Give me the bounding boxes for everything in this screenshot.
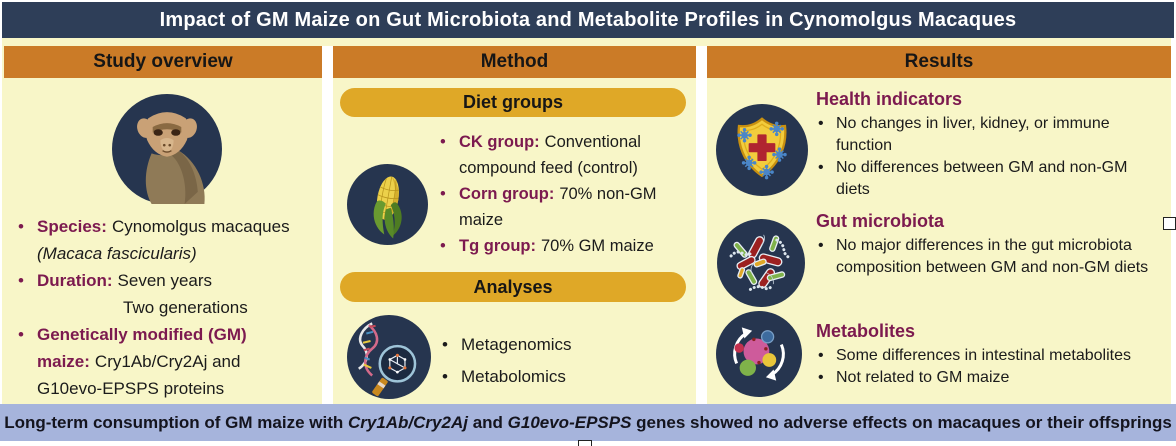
species-label: Species: (37, 217, 107, 236)
corn-group-value: 70% non-GM maize (459, 185, 657, 229)
diet-groups-label: Diet groups (462, 92, 563, 112)
bacteria-icon (717, 219, 805, 307)
health-bullet-1: No changes in liver, kidney, or immune f… (836, 115, 1110, 154)
health-indicators-title: Health indicators (816, 89, 963, 109)
list-item: • Some differences in intestinal metabol… (818, 345, 1174, 367)
summary-bar: Long-term consumption of GM maize with C… (0, 404, 1176, 441)
page-title: Impact of GM Maize on Gut Microbiota and… (159, 8, 1017, 31)
analysis-metagenomics: Metagenomics (461, 335, 572, 354)
results-header-label: Results (904, 51, 974, 72)
list-item: • No major differences in the gut microb… (818, 235, 1154, 279)
duration-label: Duration: (37, 271, 113, 290)
metabolites-title: Metabolites (816, 321, 916, 341)
analyses-label: Analyses (473, 276, 553, 297)
gene-name-epsps: G10evo-EPSPS (507, 412, 632, 432)
title-bar: Impact of GM Maize on Gut Microbiota and… (2, 2, 1174, 38)
summary-segment: and (467, 412, 508, 432)
bullet-icon: • (818, 369, 824, 386)
gm-maize-value-line3: G10evo-EPSPS proteins (37, 379, 225, 398)
column-divider (322, 46, 333, 404)
bullet-icon: • (442, 335, 448, 354)
study-overview-list: • Species: Cynomolgus macaques (Macaca fa… (18, 213, 320, 402)
results-column-header: Results (707, 46, 1171, 78)
list-item: • Tg group: 70% GM maize (440, 233, 672, 259)
tg-group-value: 70% GM maize (540, 237, 654, 255)
list-item: • Genetically modified (GM) (18, 321, 320, 348)
species-latin-name: (Macaca fascicularis) (37, 244, 197, 263)
health-indicators-list: • No changes in liver, kidney, or immune… (818, 113, 1162, 201)
bullet-icon: • (18, 271, 24, 290)
metabolites-bullet-2: Not related to GM maize (836, 369, 1010, 386)
list-item: • Duration: Seven years (18, 267, 320, 294)
study-column-header: Study overview (4, 46, 322, 78)
list-item: • Corn group: 70% non-GM maize (440, 181, 672, 233)
bullet-icon: • (818, 347, 824, 364)
list-item: • CK group: Conventional compound feed (c… (440, 129, 672, 181)
duration-value: Seven years (117, 271, 213, 290)
study-header-label: Study overview (93, 51, 233, 72)
bullet-icon: • (440, 237, 446, 255)
list-item: • No changes in liver, kidney, or immune… (818, 113, 1162, 157)
gene-name-cry: Cry1Ab/Cry2Aj (347, 412, 468, 432)
method-header-label: Method (480, 51, 549, 72)
gut-bullet-1: No major differences in the gut microbio… (836, 237, 1149, 276)
gut-microbiota-title: Gut microbiota (816, 211, 945, 231)
analyses-list: • Metagenomics • Metabolomics (442, 329, 652, 393)
gm-maize-label-line1: Genetically modified (GM) (37, 325, 247, 344)
summary-text: Long-term consumption of GM maize with C… (4, 413, 1172, 433)
gm-maize-value: Cry1Ab/Cry2Aj and (94, 352, 241, 371)
summary-segment: genes showed no adverse effects on macaq… (631, 412, 1172, 432)
shield-cross-icon (716, 104, 808, 196)
bullet-icon: • (18, 325, 24, 344)
bullet-icon: • (440, 133, 446, 151)
bullet-icon: • (818, 115, 824, 132)
list-item: • Not related to GM maize (818, 367, 1174, 389)
tg-group-label: Tg group: (459, 237, 536, 255)
bullet-icon: • (818, 159, 824, 176)
metabolites-bullet-1: Some differences in intestinal metabolit… (836, 347, 1131, 364)
ck-group-value: Conventional compound feed (control) (459, 133, 641, 177)
analyses-heading: Analyses (340, 272, 686, 302)
corn-group-label: Corn group: (459, 185, 555, 203)
metabolites-list: • Some differences in intestinal metabol… (818, 345, 1174, 389)
diet-groups-list: • CK group: Conventional compound feed (c… (440, 129, 672, 259)
gut-microbiota-list: • No major differences in the gut microb… (818, 235, 1154, 279)
selection-handle[interactable] (578, 440, 592, 446)
column-divider (696, 46, 707, 404)
list-item: • Metabolomics (442, 361, 652, 393)
monkey-icon (112, 94, 222, 204)
method-column-header: Method (333, 46, 696, 78)
corn-icon (347, 164, 428, 245)
bullet-icon: • (442, 367, 448, 386)
ck-group-label: CK group: (459, 133, 540, 151)
health-bullet-2: No differences between GM and non-GM die… (836, 159, 1128, 198)
summary-segment: Long-term consumption of GM maize with (4, 412, 348, 432)
analysis-metabolomics: Metabolomics (461, 367, 566, 386)
dna-magnifier-icon (347, 315, 431, 399)
selection-handle[interactable] (1163, 217, 1176, 230)
duration-value-line2: Two generations (123, 298, 248, 317)
bullet-icon: • (818, 237, 824, 254)
metabolites-cycle-icon (716, 311, 802, 397)
bullet-icon: • (18, 217, 24, 236)
list-item: • No differences between GM and non-GM d… (818, 157, 1162, 201)
gm-maize-label-line2: maize: (37, 352, 90, 371)
species-value: Cynomolgus macaques (111, 217, 290, 236)
list-item: • Metagenomics (442, 329, 652, 361)
list-item: • Species: Cynomolgus macaques (18, 213, 320, 240)
diet-groups-heading: Diet groups (340, 88, 686, 117)
bullet-icon: • (440, 185, 446, 203)
